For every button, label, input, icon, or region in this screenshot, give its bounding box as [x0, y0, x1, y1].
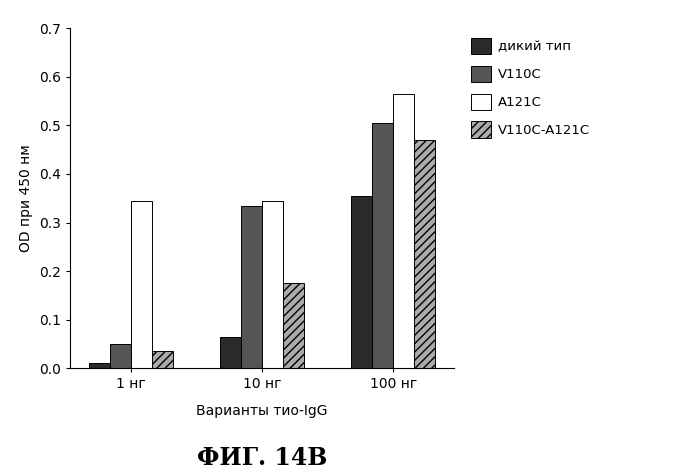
Legend: дикий тип, V110C, A121C, V110C-A121C: дикий тип, V110C, A121C, V110C-A121C [468, 35, 593, 140]
Text: Варианты тио-IgG: Варианты тио-IgG [196, 404, 328, 418]
Bar [110, 344, 131, 368]
Bar [283, 283, 304, 368]
Text: ФИГ. 14В: ФИГ. 14В [197, 446, 327, 470]
Bar [394, 94, 415, 368]
Bar [89, 363, 110, 368]
Bar [152, 351, 173, 368]
Bar [220, 337, 241, 368]
Bar [373, 123, 394, 368]
Bar [241, 205, 262, 368]
Bar [352, 196, 373, 368]
Bar [414, 140, 435, 368]
Y-axis label: OD при 450 нм: OD при 450 нм [20, 144, 34, 252]
Bar [262, 201, 283, 368]
Bar [131, 201, 152, 368]
